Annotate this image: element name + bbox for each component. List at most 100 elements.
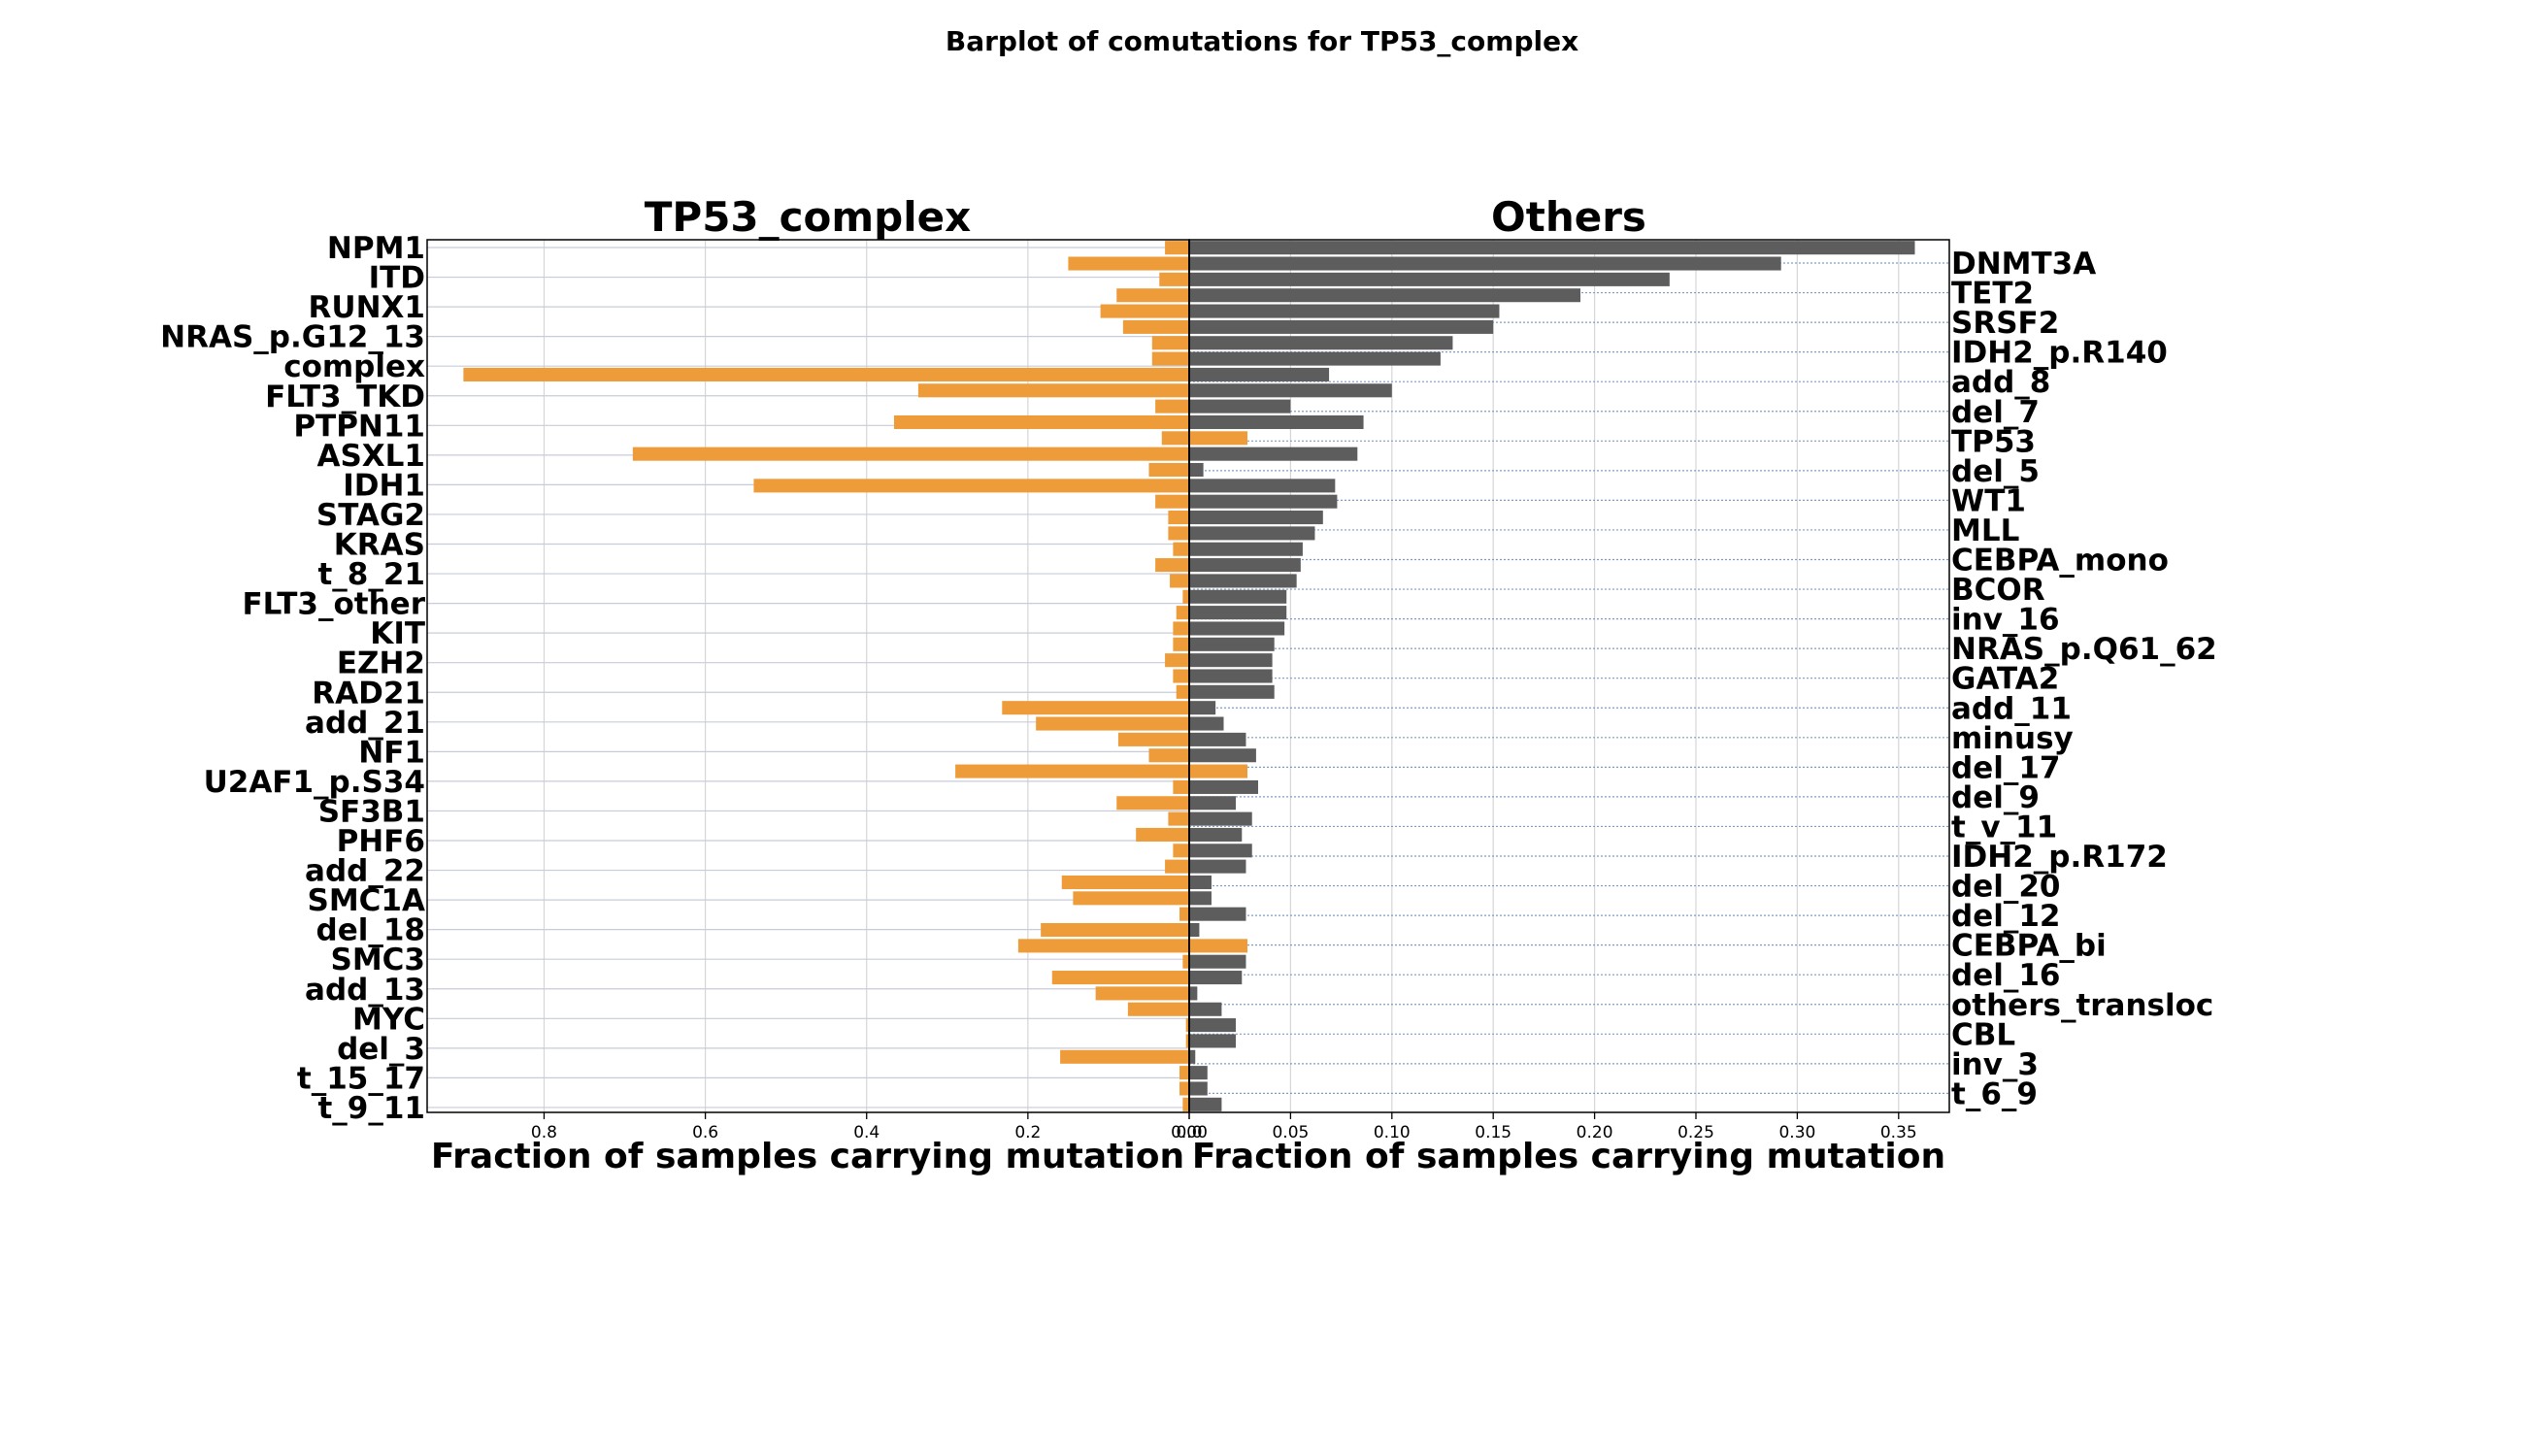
left-category-label: EZH2 (337, 646, 425, 681)
bar (1179, 1066, 1189, 1080)
right-category-label: CBL (1951, 1017, 2015, 1052)
bar (1189, 748, 1256, 763)
bar (1189, 399, 1291, 414)
bar (1165, 653, 1189, 668)
left-category-label: ASXL1 (316, 439, 425, 474)
x-tick-label: 0.30 (1778, 1123, 1815, 1142)
right-category-label: del_12 (1951, 899, 2060, 934)
bar (1117, 732, 1189, 746)
right-category-label: NRAS_p.Q61_62 (1951, 632, 2217, 667)
left-category-label: SF3B1 (318, 794, 425, 829)
left-category-label: add_21 (305, 706, 425, 741)
right-category-label: del_16 (1951, 958, 2060, 993)
bar (1189, 732, 1246, 746)
bar (1136, 827, 1189, 842)
bar (1002, 701, 1189, 715)
right-category-label: DNMT3A (1951, 247, 2096, 281)
bar (1060, 1049, 1189, 1064)
left-category-label: ITD (369, 261, 425, 296)
bar (1182, 589, 1189, 604)
bar (1122, 319, 1189, 334)
left-category-label: NPM1 (327, 231, 425, 266)
right-panel: DNMT3ATET2SRSF2IDH2_p.R140add_8del_7TP53… (1171, 239, 2217, 1142)
bar (1189, 319, 1494, 334)
bar (1189, 986, 1198, 1001)
right-category-label: MLL (1951, 513, 2019, 548)
x-tick-label: 0.4 (853, 1123, 880, 1142)
x-tick-label: 0.05 (1272, 1123, 1309, 1142)
bar (1127, 1002, 1189, 1016)
bar (1189, 1081, 1208, 1096)
bar (1189, 272, 1670, 286)
left-category-label: KRAS (334, 528, 425, 563)
bar (1189, 367, 1330, 381)
left-panel: NPM1ITDRUNX1NRAS_p.G12_13complexFLT3_TKD… (160, 231, 1202, 1142)
x-tick-label: 0.20 (1577, 1123, 1613, 1142)
left-category-label: complex (283, 349, 425, 384)
bar (1165, 859, 1189, 874)
bar (917, 383, 1189, 398)
bar (1189, 558, 1301, 573)
bar (1189, 479, 1336, 493)
right-x-axis-label: Fraction of samples carrying mutation (1192, 1137, 1945, 1176)
bar (1189, 939, 1247, 953)
bar (1189, 701, 1216, 715)
right-category-label: del_7 (1951, 395, 2040, 430)
x-tick-label: 0.0 (1176, 1123, 1202, 1142)
left-category-label: NRAS_p.G12_13 (160, 320, 425, 355)
bar (1051, 971, 1189, 985)
right-category-label: others_transloc (1951, 988, 2213, 1023)
bar (1189, 606, 1287, 620)
bar (1168, 526, 1189, 541)
bar (1148, 748, 1189, 763)
left-category-label: t_15_17 (297, 1061, 425, 1096)
bar (1100, 304, 1189, 318)
left-category-label: IDH1 (343, 468, 425, 503)
right-category-label: del_5 (1951, 454, 2040, 489)
bar (1189, 526, 1315, 541)
bar (1116, 796, 1189, 811)
bar (1189, 336, 1453, 350)
bar (463, 367, 1189, 381)
left-category-label: SMC3 (331, 943, 426, 977)
bar (1161, 431, 1189, 446)
bar (1189, 907, 1246, 921)
bar (1159, 272, 1189, 286)
left-category-label: PTPN11 (293, 409, 425, 444)
right-category-label: del_20 (1951, 870, 2060, 905)
bar (753, 479, 1189, 493)
bar (1182, 1097, 1189, 1111)
bar (1189, 1097, 1222, 1111)
bar (1017, 939, 1189, 953)
bar (1189, 462, 1204, 478)
bar (955, 764, 1189, 778)
bar (1185, 1034, 1189, 1048)
bar (1189, 1018, 1237, 1033)
bar (1189, 1049, 1196, 1064)
x-tick-label: 0.2 (1014, 1123, 1041, 1142)
bar (1189, 589, 1287, 604)
right-category-label: BCOR (1951, 573, 2045, 608)
bar (1189, 779, 1258, 794)
bar (1173, 542, 1189, 556)
right-category-label: CEBPA_mono (1951, 544, 2169, 579)
left-category-label: add_13 (305, 973, 425, 1008)
left-category-label: del_3 (337, 1032, 425, 1067)
right-category-label: inv_16 (1951, 603, 2060, 638)
bar (1189, 511, 1323, 525)
x-tick-label: 0.8 (531, 1123, 557, 1142)
bar (1189, 304, 1500, 318)
left-panel-title: TP53_complex (645, 193, 971, 241)
bar (1189, 922, 1200, 938)
x-tick-label: 0.35 (1880, 1123, 1917, 1142)
left-category-label: SMC1A (308, 883, 426, 918)
bar (1176, 606, 1189, 620)
bar (1061, 875, 1189, 890)
bar (1068, 256, 1189, 271)
bar (1189, 1034, 1237, 1048)
left-category-label: RAD21 (312, 676, 425, 711)
left-category-label: NF1 (358, 735, 425, 770)
bar (1151, 336, 1189, 350)
bar (1189, 288, 1580, 303)
right-category-label: IDH2_p.R172 (1951, 840, 2168, 875)
